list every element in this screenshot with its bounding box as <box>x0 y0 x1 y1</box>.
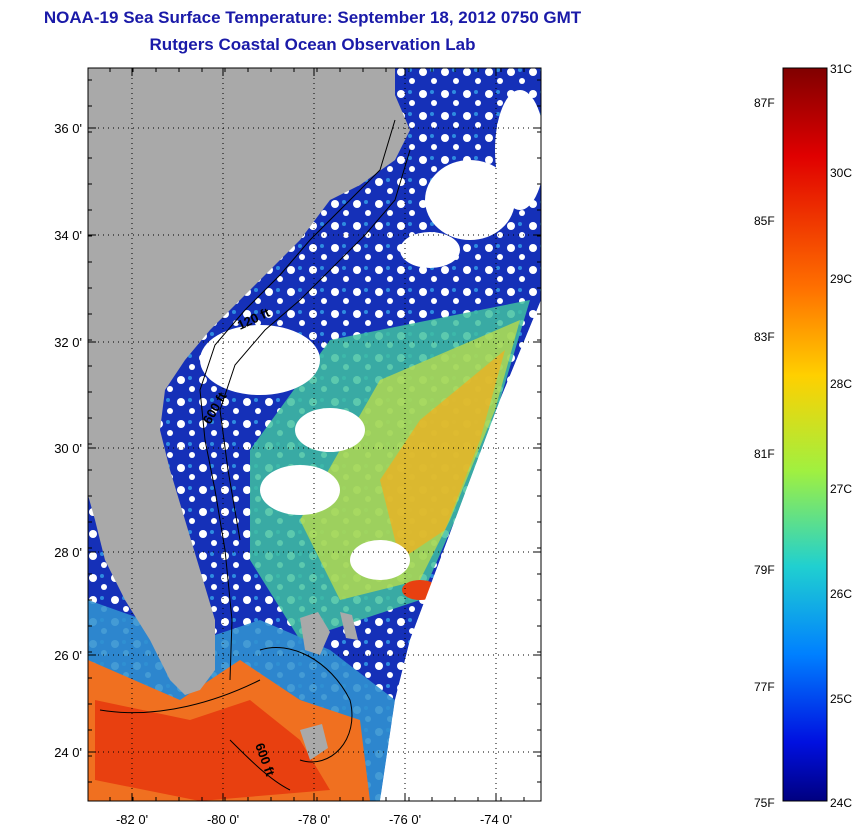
latitude-labels: 36 0' 34 0' 32 0' 30 0' 28 0' 26 0' 24 0' <box>54 121 82 760</box>
lat-label: 30 0' <box>54 441 82 456</box>
celsius-label: 27C <box>830 482 853 496</box>
fahrenheit-label: 79F <box>754 563 775 577</box>
fahrenheit-label: 75F <box>754 796 775 810</box>
map-subtitle: Rutgers Coastal Ocean Observation Lab <box>149 35 476 54</box>
celsius-label: 26C <box>830 587 853 601</box>
lon-label: -76 0' <box>389 812 421 827</box>
celsius-label: 25C <box>830 692 853 706</box>
longitude-labels: -82 0' -80 0' -78 0' -76 0' -74 0' <box>116 812 512 827</box>
lon-label: -74 0' <box>480 812 512 827</box>
lat-label: 36 0' <box>54 121 82 136</box>
lat-label: 24 0' <box>54 745 82 760</box>
celsius-label: 31C <box>830 62 853 76</box>
lon-label: -82 0' <box>116 812 148 827</box>
celsius-label: 28C <box>830 377 853 391</box>
map-imagery <box>88 68 541 801</box>
lat-label: 26 0' <box>54 648 82 663</box>
fahrenheit-label: 85F <box>754 214 775 228</box>
fahrenheit-label: 83F <box>754 330 775 344</box>
fahrenheit-label: 81F <box>754 447 775 461</box>
lat-lon-grid <box>88 68 541 801</box>
celsius-label: 29C <box>830 272 853 286</box>
fahrenheit-label: 77F <box>754 680 775 694</box>
celsius-label: 24C <box>830 796 853 810</box>
lon-label: -78 0' <box>298 812 330 827</box>
lat-label: 32 0' <box>54 335 82 350</box>
map-title: NOAA-19 Sea Surface Temperature: Septemb… <box>43 8 582 27</box>
celsius-label: 30C <box>830 166 853 180</box>
lon-label: -80 0' <box>207 812 239 827</box>
temperature-colorbar <box>782 67 828 802</box>
lat-label: 28 0' <box>54 545 82 560</box>
lat-label: 34 0' <box>54 228 82 243</box>
fahrenheit-label: 87F <box>754 96 775 110</box>
